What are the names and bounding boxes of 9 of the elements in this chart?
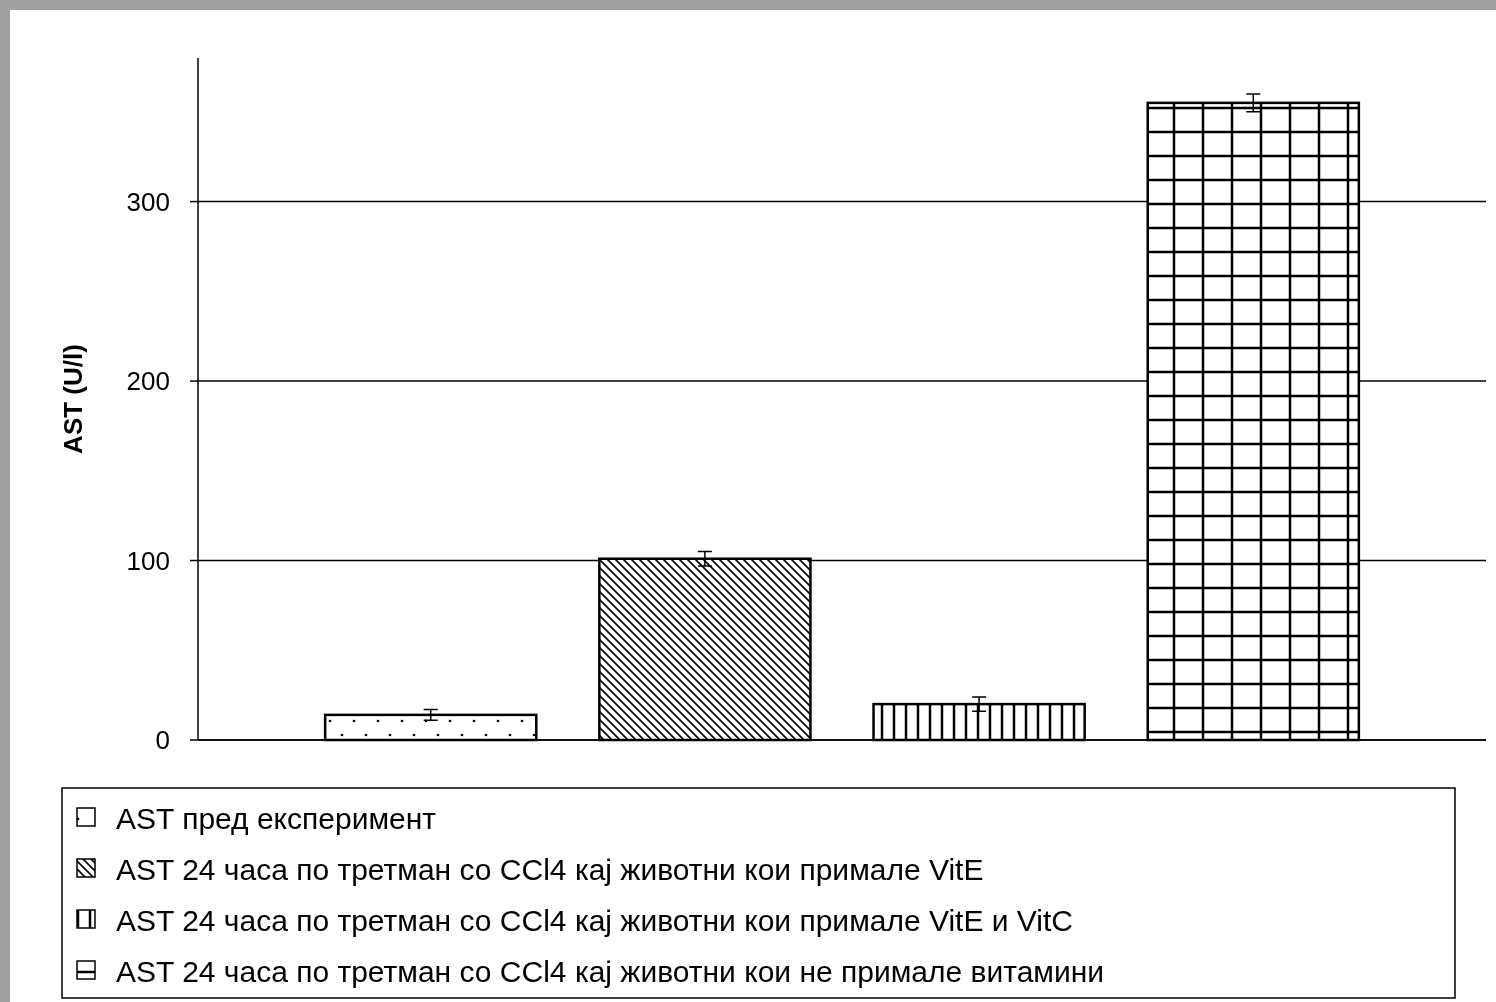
legend-label: AST 24 часа по третман со CCl4 кај животни кои примале VitE и VitC: [116, 903, 1073, 937]
legend-label: AST 24 часа по третман со CCl4 кај животни кои примале VitE: [116, 852, 984, 886]
y-tick-label: 200: [126, 366, 170, 397]
y-tick-label: 100: [126, 545, 170, 576]
legend-label: AST 24 часа по третман со CCl4 кај животни кои не примале витамини: [116, 954, 1105, 988]
y-tick-label: 300: [126, 186, 170, 217]
y-axis-title: AST (U/l): [58, 344, 88, 454]
legend-label: AST пред експеримент: [116, 801, 437, 835]
y-tick-label: 0: [155, 725, 170, 756]
